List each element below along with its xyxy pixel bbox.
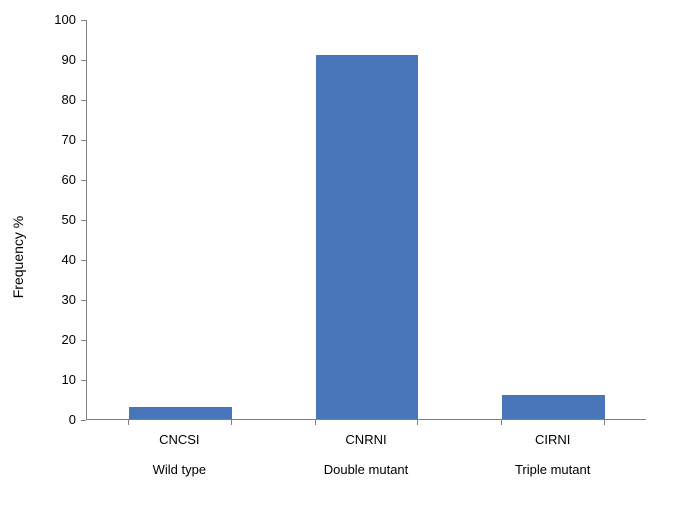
y-tick-label: 20 xyxy=(46,332,76,347)
x-category-label: CNCSI xyxy=(159,432,199,447)
y-tick-label: 30 xyxy=(46,292,76,307)
x-tick xyxy=(501,420,502,425)
x-tick xyxy=(417,420,418,425)
y-tick-label: 40 xyxy=(46,252,76,267)
x-sub-label: Double mutant xyxy=(324,462,409,477)
bar xyxy=(316,55,419,419)
y-tick-label: 50 xyxy=(46,212,76,227)
y-tick-label: 10 xyxy=(46,372,76,387)
x-tick xyxy=(231,420,232,425)
y-tick xyxy=(81,180,86,181)
x-category-label: CIRNI xyxy=(535,432,570,447)
y-tick xyxy=(81,300,86,301)
y-tick xyxy=(81,380,86,381)
y-tick-label: 70 xyxy=(46,132,76,147)
x-sub-label: Triple mutant xyxy=(515,462,590,477)
y-tick-label: 80 xyxy=(46,92,76,107)
y-tick xyxy=(81,60,86,61)
bar xyxy=(129,407,232,419)
y-tick xyxy=(81,340,86,341)
x-category-label: CNRNI xyxy=(345,432,386,447)
y-tick xyxy=(81,220,86,221)
y-tick xyxy=(81,100,86,101)
x-tick xyxy=(604,420,605,425)
plot-area xyxy=(86,20,646,420)
bar xyxy=(502,395,605,419)
y-tick xyxy=(81,420,86,421)
y-axis-title: Frequency % xyxy=(10,215,26,297)
frequency-bar-chart: Frequency % 0 10 20 30 40 50 60 70 80 90 100 CNCSI W… xyxy=(0,0,685,513)
y-tick-label: 90 xyxy=(46,52,76,67)
y-tick xyxy=(81,140,86,141)
x-sub-label: Wild type xyxy=(153,462,206,477)
y-tick-label: 0 xyxy=(46,412,76,427)
x-tick xyxy=(128,420,129,425)
y-tick xyxy=(81,260,86,261)
y-tick xyxy=(81,20,86,21)
y-tick-label: 60 xyxy=(46,172,76,187)
x-tick xyxy=(315,420,316,425)
y-tick-label: 100 xyxy=(46,12,76,27)
